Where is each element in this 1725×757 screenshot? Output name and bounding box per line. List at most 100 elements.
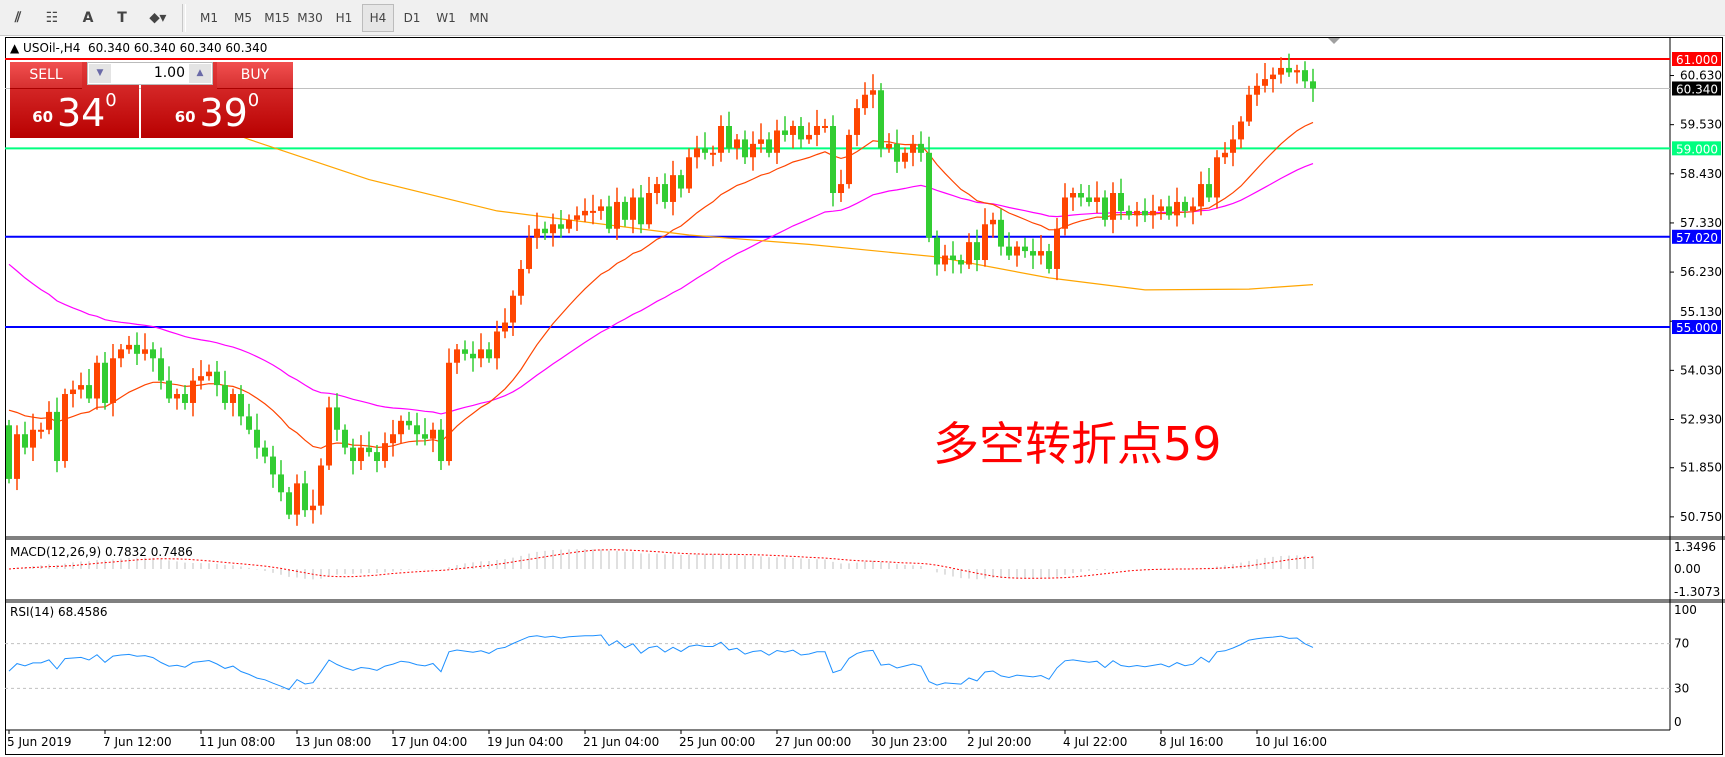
price-tick-label: 58.430 <box>1680 167 1722 181</box>
elliott-wave-icon[interactable]: ⫽ <box>14 10 22 26</box>
candle-bearish <box>262 447 268 457</box>
price-tick-label: 51.850 <box>1680 461 1722 475</box>
candle-bullish <box>1254 85 1260 95</box>
candle-bullish <box>94 362 100 399</box>
period-button-m1[interactable]: M1 <box>200 11 218 25</box>
candle-bullish <box>62 394 68 462</box>
period-button-m30[interactable]: M30 <box>297 11 323 25</box>
candle-bearish <box>1078 193 1084 198</box>
period-button-m5[interactable]: M5 <box>234 11 252 25</box>
candle-bearish <box>86 385 92 399</box>
lot-increase-icon[interactable]: ▲ <box>189 64 211 83</box>
lot-decrease-icon[interactable]: ▼ <box>89 64 111 83</box>
time-axis-label: 27 Jun 00:00 <box>775 735 851 749</box>
candle-bearish <box>918 143 924 153</box>
level-price-label: 61.000 <box>1676 53 1718 67</box>
candle-bullish <box>718 126 724 153</box>
text-label-icon[interactable]: A <box>82 10 94 26</box>
macd-axis-label: -1.3073 <box>1674 585 1720 599</box>
candle-bullish <box>1150 210 1156 216</box>
period-button-h1[interactable]: H1 <box>335 11 353 25</box>
rsi-axis-label: 30 <box>1674 681 1689 695</box>
time-axis-label: 13 Jun 08:00 <box>295 735 371 749</box>
buy-button[interactable]: BUY 60 390 <box>141 62 293 138</box>
buy-price-sup: 0 <box>247 90 260 111</box>
candle-bearish <box>350 447 356 462</box>
candle-bearish <box>302 483 308 511</box>
candle-bullish <box>1278 67 1284 75</box>
candle-bullish <box>574 215 580 220</box>
candle-bearish <box>6 425 12 479</box>
candle-bearish <box>1142 210 1148 216</box>
candle-bearish <box>958 260 964 265</box>
chart-window[interactable] <box>5 37 1723 755</box>
candle-bearish <box>254 429 260 448</box>
candle-bearish <box>678 175 684 189</box>
sell-price-main: 34 <box>56 91 106 135</box>
arrows-icon[interactable]: ⬥▾ <box>149 10 167 26</box>
period-button-w1[interactable]: W1 <box>436 11 456 25</box>
candle-bullish <box>382 443 388 462</box>
candle-bullish <box>1014 246 1020 256</box>
macd-axis-label: 1.3496 <box>1674 540 1716 554</box>
candle-bullish <box>654 184 660 194</box>
text-box-icon[interactable]: T <box>117 10 127 26</box>
period-button-m15[interactable]: M15 <box>264 11 290 25</box>
price-tick-label: 50.750 <box>1680 510 1722 524</box>
candle-bullish <box>126 344 132 350</box>
candle-bullish <box>174 394 180 399</box>
chart-shift-marker-icon[interactable] <box>1328 38 1340 44</box>
candle-bullish <box>1238 121 1244 140</box>
buy-price-main: 39 <box>199 91 248 135</box>
candle-bullish <box>1158 206 1164 211</box>
candle-bullish <box>902 152 908 162</box>
candle-bearish <box>830 126 836 194</box>
lot-size-input[interactable]: 1.00 <box>153 65 185 81</box>
candle-bullish <box>846 134 852 185</box>
candle-bearish <box>1102 197 1108 220</box>
candle-bullish <box>1198 184 1204 207</box>
candle-bullish <box>942 255 948 265</box>
candle-bullish <box>1134 210 1140 216</box>
bid-price-label: 60.340 <box>1676 82 1718 96</box>
period-button-d1[interactable]: D1 <box>403 11 421 25</box>
level-price-label: 55.000 <box>1676 321 1718 335</box>
candle-bullish <box>310 505 316 511</box>
candle-bullish <box>326 407 332 466</box>
candle-bullish <box>390 434 396 444</box>
candle-bullish <box>710 152 716 155</box>
candle-bullish <box>1230 139 1236 153</box>
candle-bearish <box>54 411 60 462</box>
buy-price: 60 390 <box>141 88 293 138</box>
candle-bearish <box>166 380 172 399</box>
fibonacci-fan-icon[interactable]: ☷ <box>45 10 59 26</box>
time-axis-label: 7 Jun 12:00 <box>103 735 172 749</box>
candle-bearish <box>782 130 788 135</box>
candle-bullish <box>526 237 532 269</box>
candle-bearish <box>1206 184 1212 198</box>
candle-bullish <box>478 349 484 359</box>
period-button-h4[interactable]: H4 <box>362 4 394 32</box>
candle-bullish <box>142 349 148 354</box>
candle-bullish <box>790 126 796 135</box>
period-button-mn[interactable]: MN <box>469 11 489 25</box>
level-price-label-box <box>1672 52 1721 66</box>
candle-bullish <box>534 228 540 238</box>
candle-bearish <box>342 429 348 448</box>
candle-bullish <box>734 139 740 149</box>
candle-bullish <box>30 429 36 448</box>
symbol-ohlc: 60.340 60.340 60.340 60.340 <box>88 41 268 55</box>
price-tick-label: 59.530 <box>1680 118 1722 132</box>
price-tick-label: 55.130 <box>1680 305 1722 319</box>
candle-bullish <box>686 157 692 189</box>
time-axis-label: 21 Jun 04:00 <box>583 735 659 749</box>
bid-price-label-box <box>1672 81 1721 96</box>
candle-bullish <box>78 385 84 390</box>
collapse-triangle-icon[interactable]: ▲ <box>10 41 24 55</box>
candle-bearish <box>894 143 900 162</box>
sell-price: 60 340 <box>10 88 139 138</box>
lot-size-stepper[interactable]: ▼ 1.00 ▲ <box>87 62 213 85</box>
toolbar-separator <box>182 4 186 32</box>
moving-average-slow-line <box>168 107 1314 291</box>
